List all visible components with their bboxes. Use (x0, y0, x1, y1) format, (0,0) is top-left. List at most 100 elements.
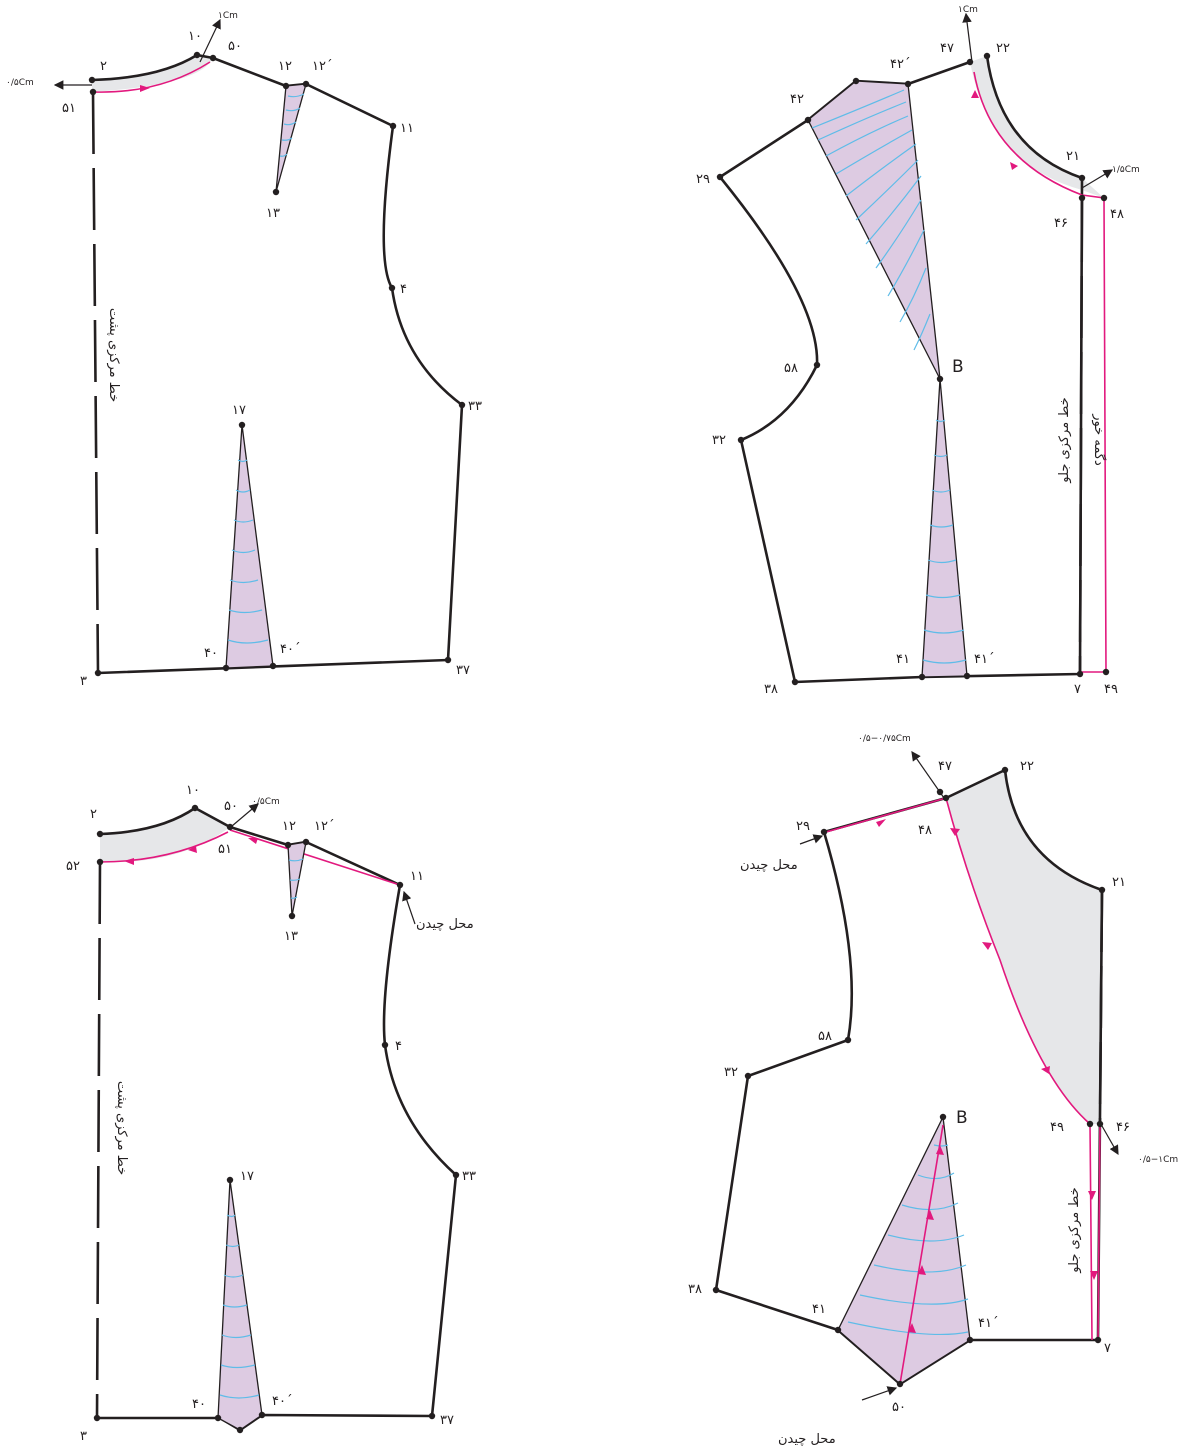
neckline-facing (970, 56, 1104, 198)
center-front-line (1098, 889, 1104, 1125)
label-21: ۲۱ (1112, 875, 1126, 890)
label-40-prime: ۴۰΄ (280, 642, 300, 657)
label-32: ۳۲ (712, 433, 726, 448)
label-22: ۲۲ (996, 41, 1010, 56)
label-17: ۱۷ (240, 1169, 254, 1184)
label-42-prime: ۴۲΄ (890, 57, 910, 72)
label-50: ۵۰ (224, 799, 238, 814)
label-49: ۴۹ (1104, 682, 1118, 697)
center-front-label: خط مرکزی جلو (1057, 397, 1072, 483)
label-41-prime: ۴۱΄ (974, 652, 994, 667)
arrow-05cm (231, 803, 259, 827)
label-13: ۱۳ (284, 929, 298, 944)
label-47: ۴۷ (938, 759, 952, 774)
label-B: B (952, 357, 964, 377)
panel-front-top: ۴۲ ۴۲΄ ۴۷ ۲۲ ۲۹ ۲۱ ۴۶ ۴۸ B ۵۸ ۳۲ ۳۸ ۴۱ ۴… (696, 5, 1140, 697)
label-11: ۱۱ (410, 869, 424, 884)
center-back-line (91, 91, 100, 674)
note-15cm: ۱/۵Cm (1112, 165, 1140, 175)
neckline-guide (92, 61, 211, 93)
label-4: ۴ (400, 282, 407, 297)
label-32: ۳۲ (724, 1065, 738, 1080)
label-37: ۳۷ (456, 663, 470, 678)
center-front-label: خط مرکزی جلو (1067, 1187, 1082, 1273)
shoulder-dart (287, 841, 307, 917)
label-3: ۳ (80, 674, 87, 689)
arrow-1cm (1101, 1125, 1119, 1156)
placement-label: محل چیدن (416, 917, 474, 932)
dart-center-guide (899, 1124, 944, 1385)
note-05cm: ۰/۵Cm (252, 797, 280, 807)
label-12: ۱۲ (282, 819, 296, 834)
note-075cm: ۰/۵−۰/۷۵Cm (858, 734, 911, 744)
label-51: ۵۱ (62, 101, 76, 116)
label-58: ۵۸ (818, 1029, 832, 1044)
label-46: ۴۶ (1116, 1120, 1130, 1135)
waist-dart (225, 424, 274, 669)
label-52: ۵۲ (66, 859, 80, 874)
label-2: ۲ (100, 59, 107, 74)
center-back-label: خط مرکزی پشت (114, 1081, 129, 1175)
label-41: ۴۱ (812, 1302, 826, 1317)
arrow-placement-bottom (861, 1386, 898, 1401)
points (712, 766, 1106, 1388)
label-17: ۱۷ (232, 403, 246, 418)
arrow-marks (971, 90, 1018, 170)
button-line-label: دگمه خور (1091, 413, 1107, 466)
label-7: ۷ (1074, 682, 1081, 697)
label-38: ۳۸ (764, 682, 778, 697)
arrow-placement (402, 890, 416, 925)
facing-guide (825, 797, 1101, 1341)
label-51: ۵۱ (218, 842, 232, 857)
panel-back-bottom: ۲ ۱۰ ۵۰ ۱۲ ۱۲΄ ۱۱ ۵۲ ۵۱ ۱۳ ۴ ۳۳ ۱۷ ۴۰ ۴۰… (66, 783, 476, 1444)
note-1cm: ۱Cm (958, 5, 978, 15)
label-29: ۲۹ (796, 819, 810, 834)
label-10: ۱۰ (188, 29, 202, 44)
note-1cm: ۱Cm (218, 11, 238, 21)
back-outline (95, 806, 458, 1432)
label-50: ۵۰ (892, 1400, 906, 1415)
label-48: ۴۸ (1110, 207, 1124, 222)
label-50: ۵۰ (228, 39, 242, 54)
dart-arcs (219, 1214, 260, 1399)
label-40: ۴۰ (204, 646, 218, 661)
center-front-line (1078, 199, 1084, 675)
label-4: ۴ (395, 1039, 402, 1054)
arrow-1cm (962, 12, 973, 63)
bust-dart-upper (807, 80, 941, 380)
dart-arcs (279, 93, 305, 157)
center-back-label: خط مرکزی پشت (106, 308, 121, 402)
label-B: B (956, 1108, 968, 1128)
dart-arcs (227, 459, 269, 644)
label-29: ۲۹ (696, 172, 710, 187)
note-1cm: ۰/۵−۱Cm (1138, 1155, 1178, 1165)
note-05cm: ۰/۵Cm (6, 78, 34, 88)
label-40-prime: ۴۰΄ (272, 1394, 292, 1409)
waist-dart (921, 378, 968, 678)
label-47: ۴۷ (940, 41, 954, 56)
label-41: ۴۱ (896, 652, 910, 667)
points (716, 52, 1110, 686)
label-42: ۴۲ (790, 92, 804, 107)
label-10: ۱۰ (186, 783, 200, 798)
label-48: ۴۸ (918, 823, 932, 838)
label-12: ۱۲ (278, 59, 292, 74)
label-37: ۳۷ (440, 1413, 454, 1428)
dart-arcs (922, 419, 967, 664)
label-58: ۵۸ (784, 361, 798, 376)
back-outline (90, 53, 464, 675)
label-46: ۴۶ (1054, 216, 1068, 231)
arrow-1cm (199, 18, 221, 63)
points (93, 804, 460, 1434)
label-41-prime: ۴۱΄ (978, 1316, 998, 1331)
points (88, 51, 466, 677)
placement-label-bottom: محل چیدن (778, 1432, 836, 1447)
label-49: ۴۹ (1050, 1120, 1064, 1135)
panel-front-bottom: ۴۷ ۲۲ ۲۹ ۴۸ ۲۱ ۵۸ ۳۲ B ۴۹ ۴۶ ۳۸ ۴۱ ۴۱΄ ۷… (688, 734, 1178, 1447)
center-back-line (95, 861, 102, 1419)
arrow-15cm (1081, 169, 1114, 189)
label-40: ۴۰ (192, 1397, 206, 1412)
label-13: ۱۳ (266, 206, 280, 221)
arrow-placement-top (799, 834, 824, 845)
